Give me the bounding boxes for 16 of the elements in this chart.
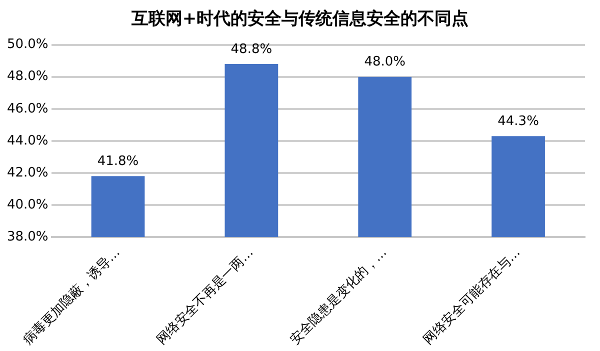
y-tick-label: 42.0% bbox=[6, 165, 48, 180]
y-tick-label: 48.0% bbox=[6, 69, 48, 84]
chart-title: 互联网+时代的安全与传统信息安全的不同点 bbox=[130, 8, 470, 31]
x-tick-label: 网络安全可能存在与… bbox=[420, 244, 524, 348]
x-tick-label: 病毒更加隐蔽，诱导… bbox=[20, 245, 124, 348]
y-tick-label: 40.0% bbox=[6, 197, 48, 212]
data-label: 44.3% bbox=[498, 114, 539, 129]
x-tick-label: 安全隐患是变化的，… bbox=[286, 244, 390, 348]
y-tick-label: 46.0% bbox=[6, 101, 48, 116]
data-label: 48.0% bbox=[364, 54, 406, 70]
y-tick-label: 38.0% bbox=[6, 229, 48, 244]
y-tick-label: 50.0% bbox=[6, 37, 48, 52]
x-tick-label: 网络安全不再是一两… bbox=[153, 244, 257, 348]
y-tick-label: 44.0% bbox=[6, 133, 48, 148]
data-label: 48.8% bbox=[230, 42, 272, 57]
data-label: 41.8% bbox=[97, 154, 139, 170]
